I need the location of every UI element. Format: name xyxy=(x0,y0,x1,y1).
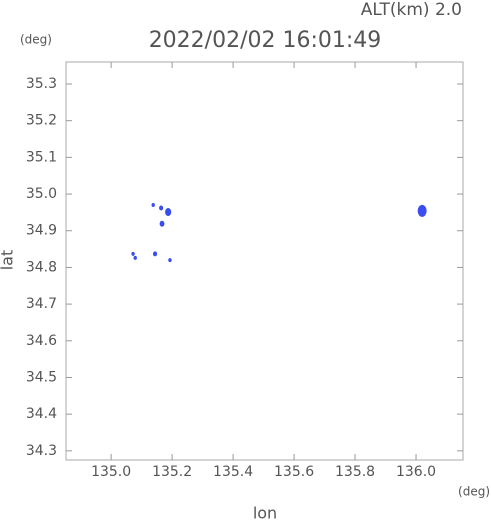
y-tick-label: 35.2 xyxy=(26,113,57,129)
x-axis-label: lon xyxy=(253,504,277,521)
x-tick-label: 135.8 xyxy=(335,464,375,480)
y-tick-label: 34.3 xyxy=(26,443,57,459)
plot-frame xyxy=(65,61,464,461)
y-tick-label: 34.7 xyxy=(26,296,57,312)
echo-point xyxy=(159,205,164,211)
y-unit: (deg) xyxy=(20,33,52,47)
y-tick-label: 34.5 xyxy=(26,369,57,385)
x-tick-label: 135.4 xyxy=(213,464,253,480)
altitude-label: ALT(km) 2.0 xyxy=(361,0,462,20)
x-tick-label: 135.6 xyxy=(274,464,314,480)
y-tick-label: 35.3 xyxy=(26,76,57,92)
y-tick-label: 35.1 xyxy=(26,149,57,165)
y-tick-label: 34.8 xyxy=(26,259,57,275)
echo-point xyxy=(159,220,165,227)
x-tick-label: 135.2 xyxy=(152,464,192,480)
echo-point xyxy=(151,203,155,208)
echo-point xyxy=(131,251,135,256)
chart-title: 2022/02/02 16:01:49 xyxy=(149,28,382,53)
echo-point xyxy=(133,255,137,260)
y-tick-label: 34.9 xyxy=(26,223,57,239)
echo-point xyxy=(417,204,427,217)
x-tick-label: 136.0 xyxy=(396,464,436,480)
echo-point xyxy=(165,208,172,217)
y-axis-label: lat xyxy=(0,250,17,271)
echo-point xyxy=(168,258,172,263)
x-tick-label: 135.0 xyxy=(91,464,131,480)
x-unit: (deg) xyxy=(458,485,490,499)
echo-point xyxy=(152,251,158,257)
y-tick-label: 34.6 xyxy=(26,333,57,349)
y-tick-label: 34.4 xyxy=(26,406,57,422)
y-tick-label: 35.0 xyxy=(26,186,57,202)
